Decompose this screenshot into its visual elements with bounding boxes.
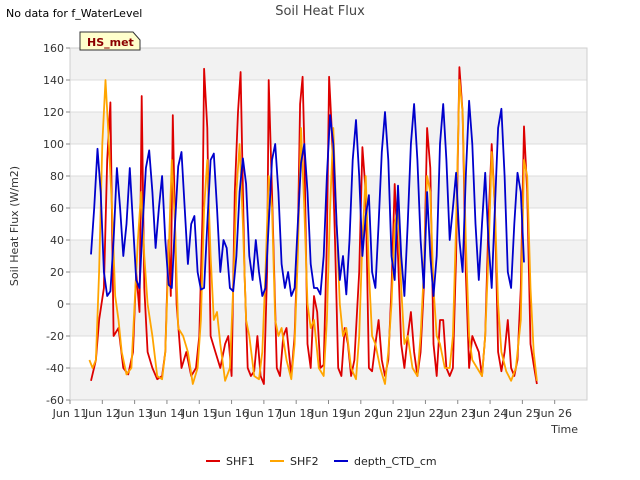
x-tick-label: Jun 11 bbox=[52, 407, 88, 420]
y-tick-label: -60 bbox=[46, 394, 64, 407]
y-tick-label: 140 bbox=[43, 74, 64, 87]
legend-label-depth: depth_CTD_cm bbox=[354, 455, 437, 468]
y-tick-label: 160 bbox=[43, 42, 64, 55]
y-tick-label: -20 bbox=[46, 330, 64, 343]
x-tick-label: Jun 16 bbox=[213, 407, 249, 420]
y-tick-label: 0 bbox=[57, 298, 64, 311]
x-tick-label: Jun 14 bbox=[149, 407, 185, 420]
no-data-notice: No data for f_WaterLevel bbox=[6, 7, 143, 20]
y-tick-label: 20 bbox=[50, 266, 64, 279]
legend-label-shf1: SHF1 bbox=[226, 455, 255, 468]
band-5 bbox=[70, 48, 587, 80]
x-tick-label: Jun 12 bbox=[84, 407, 120, 420]
band-0 bbox=[70, 368, 587, 400]
series-lines bbox=[88, 66, 538, 385]
site-badge-box bbox=[79, 31, 141, 51]
series-line-depth-ctd-cm bbox=[90, 99, 525, 297]
x-tick-label: Jun 21 bbox=[375, 407, 411, 420]
legend-label-shf2: SHF2 bbox=[290, 455, 319, 468]
y-tick-label: -40 bbox=[46, 362, 64, 375]
site-badge: HS_met bbox=[79, 31, 141, 51]
x-axis-title: Time bbox=[550, 423, 578, 436]
chart-title: Soil Heat Flux bbox=[275, 4, 365, 19]
x-tick-label: Jun 15 bbox=[181, 407, 217, 420]
x-tick-label: Jun 18 bbox=[278, 407, 314, 420]
y-tick-label: 100 bbox=[43, 138, 64, 151]
x-tick-label: Jun 17 bbox=[246, 407, 282, 420]
legend: SHF1 SHF2 depth_CTD_cm bbox=[206, 455, 437, 468]
y-tick-label: 120 bbox=[43, 106, 64, 119]
x-tick-label: Jun 26 bbox=[536, 407, 572, 420]
y-tick-label: 40 bbox=[50, 234, 64, 247]
x-tick-label: Jun 20 bbox=[342, 407, 378, 420]
x-tick-label: Jun 23 bbox=[439, 407, 475, 420]
x-tick-label: Jun 24 bbox=[472, 407, 508, 420]
site-badge-label: HS_met bbox=[87, 36, 134, 49]
x-tick-label: Jun 22 bbox=[407, 407, 443, 420]
x-tick-label: Jun 13 bbox=[116, 407, 152, 420]
series-line-shf2 bbox=[88, 79, 538, 385]
y-axis-title: Soil Heat Flux (W/m2) bbox=[8, 166, 21, 286]
y-tick-label: 80 bbox=[50, 170, 64, 183]
y-axis-ticks: -60 -40 -20 0 20 40 60 80 100 120 140 160 bbox=[43, 42, 70, 407]
x-tick-label: Jun 25 bbox=[504, 407, 540, 420]
background-bands bbox=[70, 48, 587, 400]
y-tick-label: 60 bbox=[50, 202, 64, 215]
x-tick-label: Jun 19 bbox=[310, 407, 346, 420]
